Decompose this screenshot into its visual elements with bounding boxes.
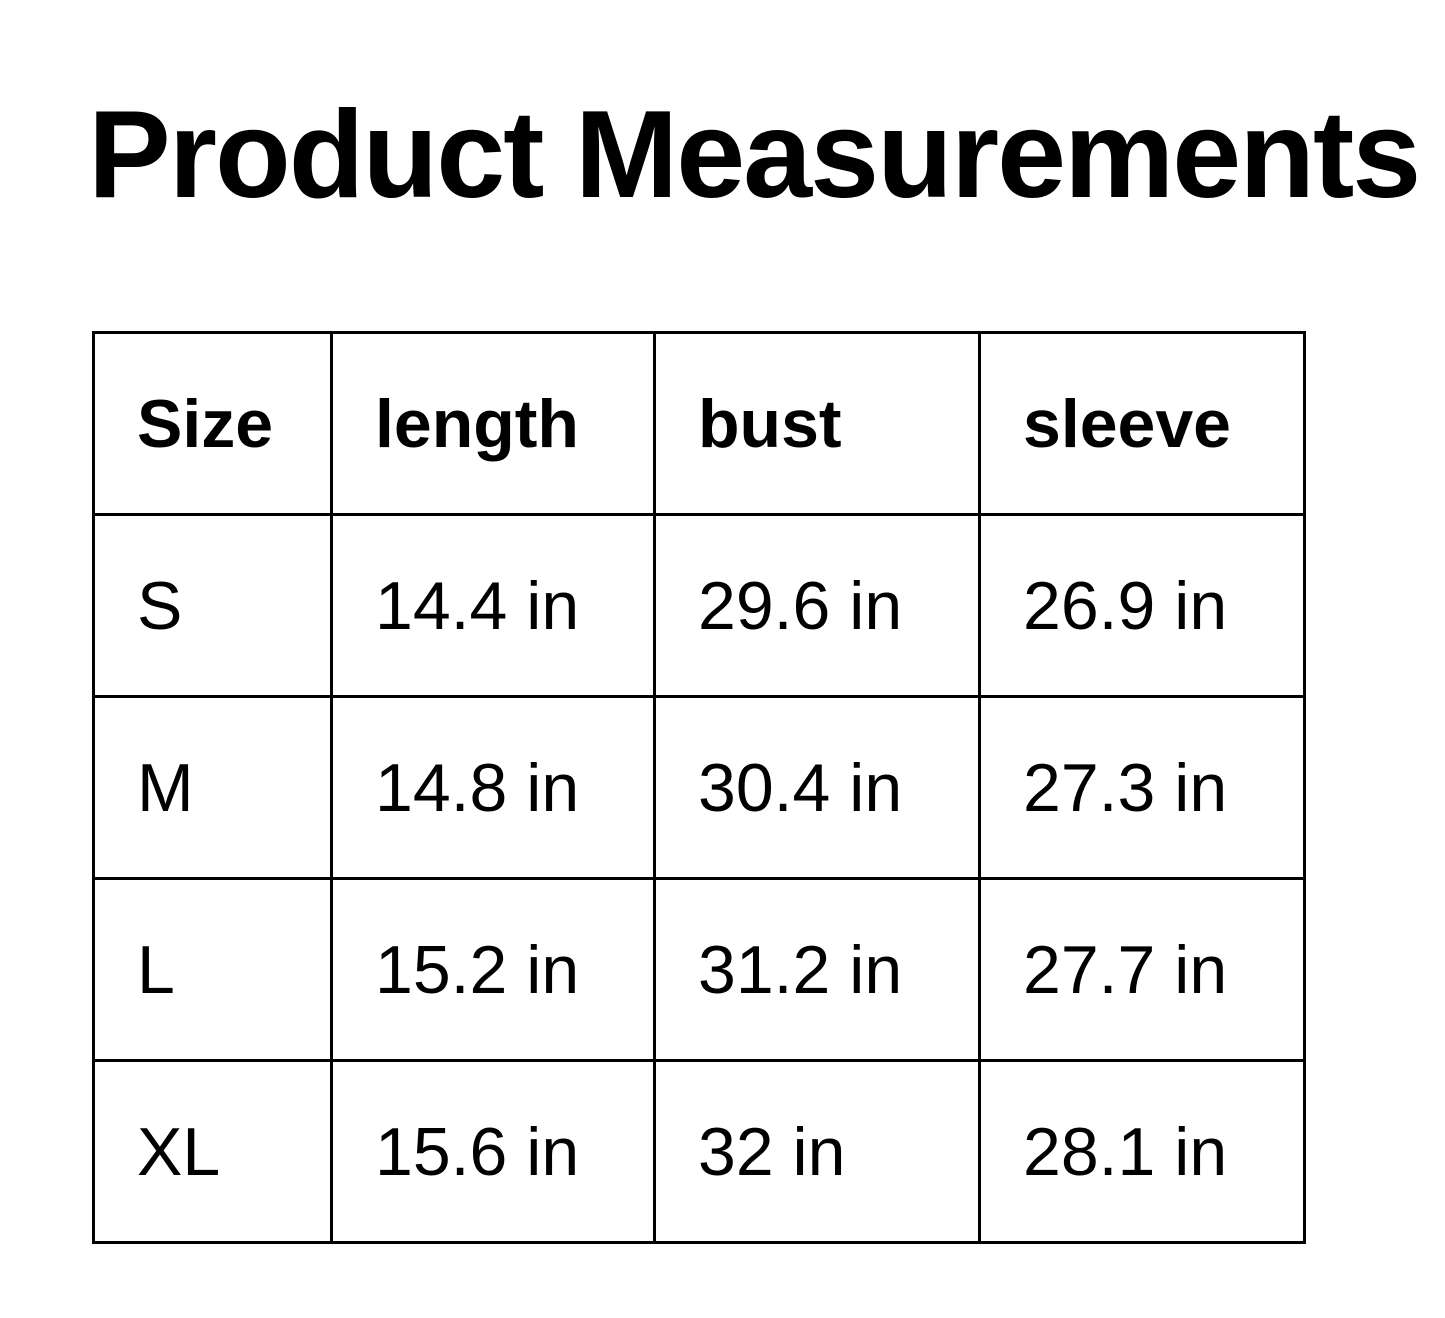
length-cell: 14.4 in — [330, 513, 656, 698]
table-row-s: S 14.4 in 29.6 in 26.9 in — [92, 513, 1306, 698]
sleeve-cell: 27.7 in — [978, 877, 1306, 1062]
table-header-row: Size length bust sleeve — [92, 331, 1306, 516]
size-cell: M — [92, 695, 333, 880]
table-row-m: M 14.8 in 30.4 in 27.3 in — [92, 695, 1306, 880]
column-header-size: Size — [92, 331, 333, 516]
length-cell: 15.6 in — [330, 1059, 656, 1244]
page-title: Product Measurements — [88, 86, 1421, 224]
sleeve-cell: 28.1 in — [978, 1059, 1306, 1244]
size-cell: S — [92, 513, 333, 698]
sleeve-cell: 26.9 in — [978, 513, 1306, 698]
column-header-sleeve: sleeve — [978, 331, 1306, 516]
table-row-l: L 15.2 in 31.2 in 27.7 in — [92, 877, 1306, 1062]
length-cell: 14.8 in — [330, 695, 656, 880]
size-cell: XL — [92, 1059, 333, 1244]
bust-cell: 32 in — [653, 1059, 981, 1244]
bust-cell: 31.2 in — [653, 877, 981, 1062]
table-row-xl: XL 15.6 in 32 in 28.1 in — [92, 1059, 1306, 1244]
sleeve-cell: 27.3 in — [978, 695, 1306, 880]
size-cell: L — [92, 877, 333, 1062]
bust-cell: 30.4 in — [653, 695, 981, 880]
column-header-bust: bust — [653, 331, 981, 516]
length-cell: 15.2 in — [330, 877, 656, 1062]
bust-cell: 29.6 in — [653, 513, 981, 698]
measurements-table: Size length bust sleeve S 14.4 in 29.6 i… — [92, 331, 1306, 1244]
column-header-length: length — [330, 331, 656, 516]
